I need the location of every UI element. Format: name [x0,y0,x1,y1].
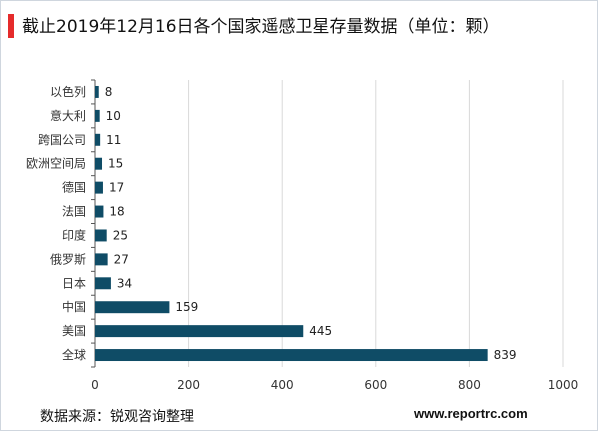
value-label-10: 445 [309,324,332,338]
bar-2 [95,133,101,146]
bar-1 [95,109,100,122]
website-label: www.reportrc.com [414,406,528,421]
value-label-6: 25 [113,228,128,242]
x-tick-label-1: 200 [177,378,200,392]
bar-10 [95,325,304,338]
category-label-11: 全球 [62,347,86,362]
value-label-9: 159 [175,300,198,314]
bar-5 [95,205,104,218]
x-tick-label-3: 600 [364,378,387,392]
category-label-6: 印度 [62,227,86,242]
source-note: 数据来源：锐观咨询整理 [40,409,194,425]
bar-7 [95,253,108,266]
category-label-0: 以色列 [50,85,86,99]
value-label-0: 8 [105,85,113,99]
bar-11 [95,349,488,362]
category-label-8: 日本 [62,276,86,290]
category-label-1: 意大利 [50,108,86,123]
value-label-8: 34 [117,276,132,290]
category-label-2: 跨国公司 [38,133,86,147]
category-label-7: 俄罗斯 [50,252,86,266]
category-label-10: 美国 [62,324,86,338]
bar-3 [95,157,103,170]
category-label-9: 中国 [62,299,86,314]
value-label-11: 839 [494,348,517,362]
value-label-4: 17 [109,181,124,195]
bar-8 [95,277,111,290]
title-accent-bar [8,14,14,38]
x-tick-label-5: 1000 [548,378,579,392]
bar-9 [95,301,170,314]
x-tick-label-0: 0 [91,378,99,392]
value-label-7: 27 [114,252,129,266]
x-tick-label-4: 800 [458,378,481,392]
value-label-5: 18 [109,205,124,219]
category-label-5: 法国 [62,205,86,219]
category-label-4: 德国 [62,180,86,195]
value-label-1: 10 [106,109,121,123]
value-label-3: 15 [108,157,123,171]
x-tick-label-2: 400 [271,378,294,392]
bar-4 [95,181,103,194]
category-label-3: 欧洲空间局 [26,157,86,171]
value-label-2: 11 [106,133,121,147]
bar-6 [95,229,107,242]
chart-title: 截止2019年12月16日各个国家遥感卫星存量数据（单位：颗） [22,17,500,37]
bar-0 [95,85,99,98]
